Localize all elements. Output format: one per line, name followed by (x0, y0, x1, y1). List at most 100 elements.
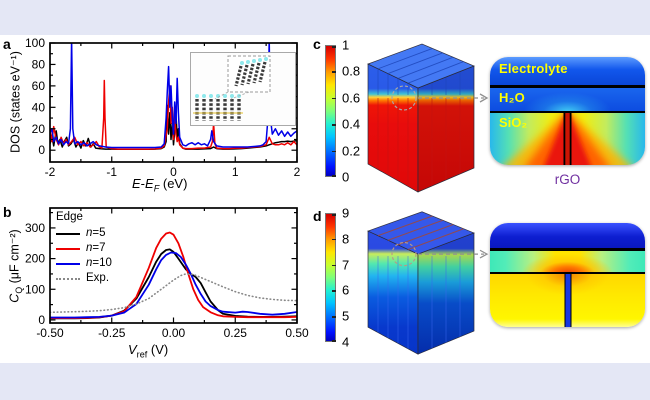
colorbar-tick-label: 9 (342, 205, 350, 221)
legend-title: Edge (56, 211, 83, 223)
colorbar-tick-label: 0.2 (342, 143, 361, 159)
svg-text:100: 100 (25, 36, 45, 50)
water-layer: H₂O (490, 87, 645, 111)
cross-section-callout-d (490, 223, 645, 327)
svg-text:200: 200 (25, 252, 45, 266)
molecular-structure-inset (190, 52, 296, 126)
colorbar-tick-mark (332, 316, 336, 318)
electrolyte-layer: Electrolyte (490, 57, 645, 85)
colorbar-tick-label: 4 (342, 334, 350, 350)
svg-text:-0.25: -0.25 (98, 326, 126, 340)
layer-divider (490, 271, 645, 274)
svg-text:0.25: 0.25 (224, 326, 248, 340)
colorbar-tick-mark (332, 46, 336, 48)
svg-text:0.00: 0.00 (162, 326, 186, 340)
colorbar-tick-label: 1 (342, 37, 350, 53)
colorbar-tick-mark (332, 340, 336, 342)
legend-item: n=5 (56, 226, 112, 241)
panel-a: a -2 -1 0 1 2 0 20 40 60 80 100 DOS (states eV⁻¹) … (0, 36, 310, 196)
colorbar-tick-label: 6 (342, 282, 350, 298)
svg-text:100: 100 (25, 282, 45, 296)
svg-text:300: 300 (25, 221, 45, 235)
colorbar-tick-mark (332, 97, 336, 100)
panel-c-label: c (313, 36, 321, 52)
svg-text:80: 80 (32, 57, 46, 71)
capacitance-y-axis-title: CQ (μF cm⁻²) (7, 229, 24, 303)
colorbar-tick-mark (332, 238, 336, 241)
panel-d-label: d (313, 208, 322, 224)
legend-item-label: Exp. (86, 272, 110, 284)
layer-divider (490, 85, 645, 88)
svg-text:0: 0 (38, 313, 45, 327)
oxide-layer (490, 274, 645, 327)
panel-a-label: a (3, 36, 11, 52)
water-layer (490, 250, 645, 272)
colorbar-tick-label: 8 (342, 231, 350, 247)
oxide-layer: SiO₂ (490, 113, 645, 165)
svg-text:0: 0 (170, 165, 177, 179)
colorbar-c: 1 0.8 0.6 0.4 0.2 0 (325, 38, 371, 185)
nanoribbon-array-icon (193, 55, 271, 121)
oxide-label: SiO₂ (499, 115, 528, 130)
colorbar-d: 9 8 7 6 5 4 (325, 206, 371, 350)
legend-line-sample (56, 277, 80, 280)
colorbar-tick-mark (332, 71, 336, 73)
capacitance-chart: -0.50 -0.25 0.00 0.25 0.50 0 100 200 300 (25, 207, 309, 340)
panel-b: b -0.50 -0.25 0.00 0.25 0.50 0 100 200 300 CQ (μ… (0, 196, 310, 364)
svg-text:0.50: 0.50 (285, 326, 309, 340)
panel-d: d 9 8 7 6 5 4 (310, 200, 650, 363)
panel-c: c 1 0.8 0.6 0.4 0.2 0 (310, 36, 650, 198)
colorbar-tick-label: 0 (342, 169, 350, 185)
chart-legend: Edge n=5 n=7 n=10 Exp. (56, 210, 112, 286)
svg-text:60: 60 (32, 79, 46, 93)
zoom-circle-icon (391, 241, 417, 267)
svg-text:1: 1 (232, 165, 239, 179)
colorbar-tick-label: 0.6 (342, 90, 361, 106)
colorbar-tick-label: 7 (342, 257, 350, 273)
legend-line-sample (56, 262, 80, 265)
legend-line-sample (56, 232, 80, 235)
zoom-circle-icon (391, 85, 417, 111)
colorbar-tick-label: 5 (342, 308, 350, 324)
svg-text:-2: -2 (45, 165, 56, 179)
legend-item: Exp. (56, 271, 112, 286)
simulation-block-d (367, 211, 489, 355)
colorbar-tick-mark (332, 124, 336, 126)
colorbar-tick-mark (332, 175, 336, 177)
svg-text:40: 40 (32, 100, 46, 114)
colorbar-tick-mark (332, 290, 336, 292)
svg-text:20: 20 (32, 122, 46, 136)
colorbar-tick-mark (332, 214, 336, 216)
svg-text:0: 0 (38, 143, 45, 157)
water-label: H₂O (499, 89, 525, 105)
legend-line-sample (56, 247, 80, 250)
capacitance-x-axis-title: Vref (V) (128, 342, 169, 360)
svg-text:-0.50: -0.50 (36, 326, 64, 340)
rgo-sheet (564, 274, 571, 327)
svg-text:2: 2 (294, 165, 301, 179)
rgo-caption: rGO (554, 172, 581, 187)
dos-y-axis-title: DOS (states eV⁻¹) (8, 51, 23, 153)
colorbar-tick-mark (332, 264, 336, 267)
electrolyte-layer (490, 223, 645, 248)
legend-item: n=7 (56, 241, 112, 256)
svg-text:-1: -1 (106, 165, 117, 179)
electrolyte-label: Electrolyte (499, 61, 568, 76)
colorbar-tick-mark (332, 150, 336, 153)
panel-b-label: b (3, 204, 12, 220)
simulation-block-c (367, 43, 489, 193)
dos-x-axis-title: E-EF (eV) (132, 176, 188, 194)
legend-item-label: n=7 (86, 242, 106, 254)
jet-colorbar-gradient (325, 213, 336, 342)
legend-item-label: n=5 (86, 227, 106, 239)
cross-section-callout-c: Electrolyte H₂O (490, 57, 645, 165)
legend-item: n=10 (56, 256, 112, 271)
layer-divider (490, 248, 645, 251)
jet-colorbar-gradient (325, 45, 336, 177)
colorbar-tick-label: 0.8 (342, 63, 361, 79)
layer-divider (490, 110, 645, 113)
colorbar-tick-label: 0.4 (342, 116, 361, 132)
legend-item-label: n=10 (86, 257, 112, 269)
